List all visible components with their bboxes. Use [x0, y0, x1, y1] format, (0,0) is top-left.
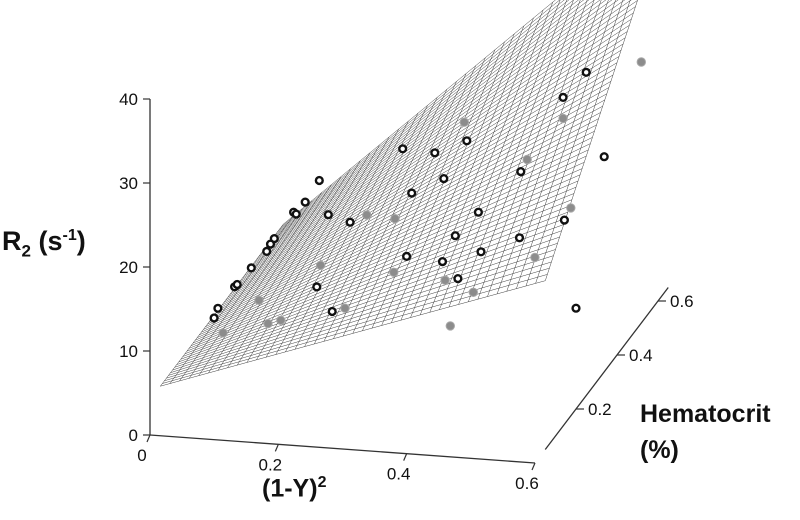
- x-tick-mark: [274, 444, 279, 452]
- data-point-dark: [209, 313, 219, 323]
- x-tick-label: 0: [137, 446, 146, 465]
- data-point-dark: [213, 303, 223, 313]
- data-point-dark: [312, 282, 322, 292]
- y-axis-label: R2 (s-1): [2, 226, 86, 261]
- data-point-dark: [232, 279, 242, 290]
- data-point-dark: [473, 207, 484, 217]
- x-axis-line: [149, 434, 536, 464]
- data-point-gray: [445, 321, 455, 331]
- z-tick-label: 0.6: [670, 292, 694, 311]
- x-tick-mark: [531, 462, 536, 471]
- y-tick-label: 40: [119, 90, 138, 109]
- data-point-dark: [327, 306, 337, 317]
- x-tick-label: 0.2: [259, 455, 283, 474]
- data-point-gray: [390, 214, 400, 224]
- data-point-gray: [340, 303, 350, 313]
- y-tick-label: 20: [119, 258, 138, 277]
- x-tick-mark: [146, 434, 151, 443]
- data-point-dark: [514, 233, 525, 243]
- z-tick-label: 0.2: [588, 400, 612, 419]
- axes: 0 10 20 30 40 0 0.2 0.4 0.6 0.2 0.4 0.6: [119, 90, 694, 493]
- data-point-dark: [439, 174, 449, 184]
- data-point-gray: [558, 113, 568, 124]
- data-point-dark: [430, 148, 440, 158]
- z-axis-label: Hematocrit (%): [640, 400, 771, 464]
- data-point-gray: [362, 210, 372, 220]
- data-point-gray: [389, 267, 399, 277]
- data-point-gray: [440, 275, 450, 285]
- data-point-dark: [462, 136, 472, 146]
- data-point-gray: [636, 57, 646, 67]
- data-points: [209, 57, 646, 338]
- data-point-gray: [522, 154, 532, 165]
- surface-grid-lines: [160, 0, 638, 387]
- y-tick-label: 10: [119, 342, 138, 361]
- data-point-dark: [300, 197, 310, 207]
- y-tick-label: 30: [119, 174, 138, 193]
- data-point-gray: [566, 203, 576, 213]
- data-point-dark: [345, 217, 355, 227]
- data-point-dark: [262, 246, 272, 257]
- data-point-dark: [437, 257, 448, 267]
- z-tick-label: 0.4: [629, 346, 653, 365]
- data-point-dark: [559, 215, 570, 225]
- data-point-gray: [276, 315, 286, 325]
- data-point-dark: [450, 231, 460, 241]
- y-tick-label: 0: [129, 426, 138, 445]
- x-axis-label: (1-Y)2: [262, 474, 327, 503]
- data-point-dark: [402, 251, 412, 262]
- data-point-dark: [453, 274, 463, 284]
- data-point-dark: [323, 210, 333, 220]
- data-point-gray: [218, 328, 228, 338]
- data-point-dark: [314, 175, 324, 186]
- fitted-surface-mesh: [160, 0, 638, 387]
- data-point-gray: [254, 295, 264, 305]
- data-point-dark: [407, 188, 417, 198]
- x-tick-mark: [403, 453, 408, 461]
- data-point-dark: [599, 152, 609, 162]
- x-tick-label: 0.6: [515, 474, 539, 493]
- data-point-dark: [265, 239, 276, 249]
- data-point-gray: [315, 260, 326, 270]
- data-point-dark: [516, 167, 526, 177]
- data-point-gray: [263, 318, 273, 329]
- data-point-dark: [571, 303, 581, 313]
- z-axis-line: [544, 287, 669, 450]
- data-point-dark: [291, 209, 301, 219]
- data-point-dark: [581, 67, 591, 77]
- data-point-dark: [476, 247, 486, 257]
- data-point-gray: [468, 287, 478, 297]
- x-tick-label: 0.4: [387, 465, 411, 484]
- data-point-dark: [398, 144, 408, 154]
- data-point-gray: [530, 252, 540, 263]
- data-point-dark: [558, 92, 568, 103]
- data-point-gray: [459, 117, 469, 127]
- data-point-dark: [246, 263, 256, 273]
